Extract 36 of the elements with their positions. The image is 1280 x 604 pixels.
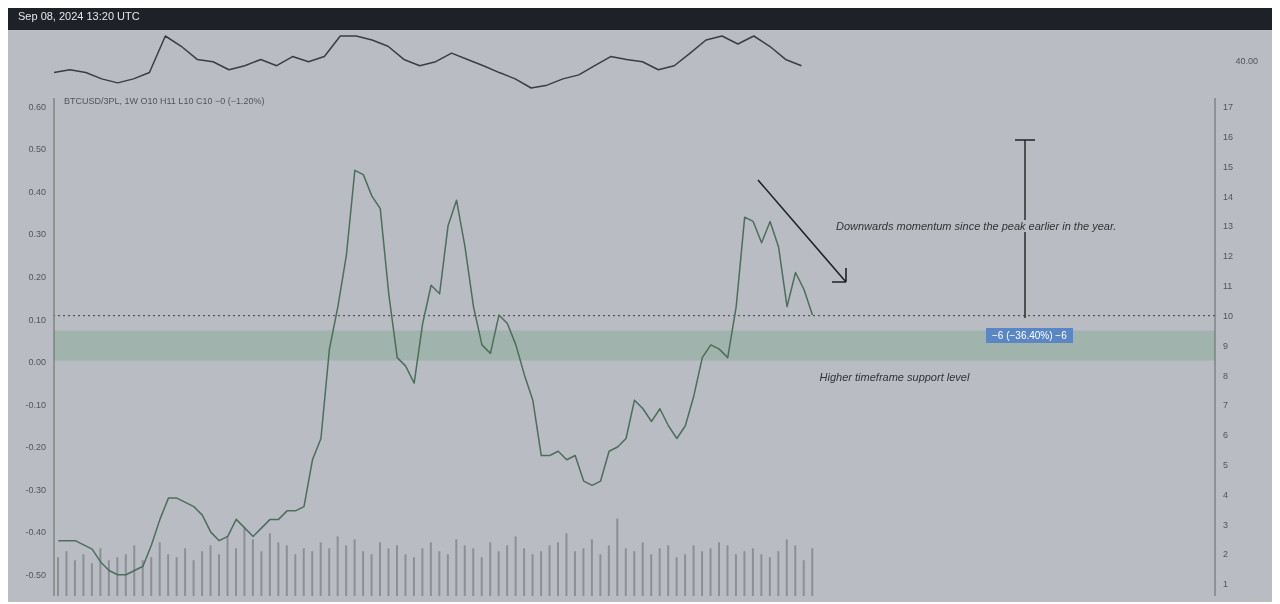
y2-tick-label: 16 — [1223, 131, 1234, 142]
y2-tick-label: 10 — [1223, 310, 1234, 321]
y2-tick-label: 9 — [1223, 340, 1229, 351]
text: Sep 08, 2024 13:20 UTC — [18, 10, 140, 22]
annotation: Downwards momentum since the peak earlier in the year. — [836, 220, 1117, 232]
y2-tick-label: 11 — [1223, 281, 1233, 292]
y-tick-label: -0.40 — [25, 527, 46, 538]
y2-tick-label: 13 — [1223, 221, 1234, 232]
y2-tick-label: 15 — [1223, 161, 1234, 172]
y2-tick-label: 12 — [1223, 251, 1234, 262]
y-tick-label: 0.50 — [28, 144, 46, 155]
y2-tick-label: 2 — [1223, 549, 1229, 560]
y2-tick-label: 1 — [1223, 579, 1229, 590]
band-label: Higher timeframe support level — [819, 371, 970, 384]
y2-tick-label: 6 — [1223, 430, 1229, 441]
y-tick-label: -0.10 — [25, 399, 46, 410]
y-tick-label: 0.10 — [28, 314, 46, 325]
y-tick-label: 0.20 — [28, 271, 46, 282]
y2-tick-label: 3 — [1223, 519, 1229, 530]
annotation: BTCUSD/3PL, 1W O10 H11 L10 C10 −0 (−1.20%) — [64, 96, 265, 106]
y-tick-label: 0.60 — [28, 101, 46, 112]
y-tick-label: -0.30 — [25, 484, 46, 495]
y-tick-label: 0.30 — [28, 229, 46, 240]
y2-tick-label: 17 — [1223, 102, 1234, 113]
y2-tick-label: 8 — [1223, 370, 1229, 381]
y2-tick-label: 5 — [1223, 459, 1229, 470]
y-tick-label: -0.50 — [25, 569, 46, 580]
y-tick-label: 0.40 — [28, 186, 46, 197]
line-series — [57, 169, 814, 576]
y2-tick-label: 14 — [1223, 191, 1234, 202]
y2-tick-label: 4 — [1223, 489, 1229, 500]
y-tick-label: 0.00 — [28, 357, 46, 368]
y-tick-label: -0.20 — [25, 442, 46, 453]
annotation: −6 (−36.40%) −6 — [986, 328, 1073, 343]
y2-tick-label: 7 — [1223, 400, 1229, 411]
text: 40.00 — [1235, 56, 1258, 66]
